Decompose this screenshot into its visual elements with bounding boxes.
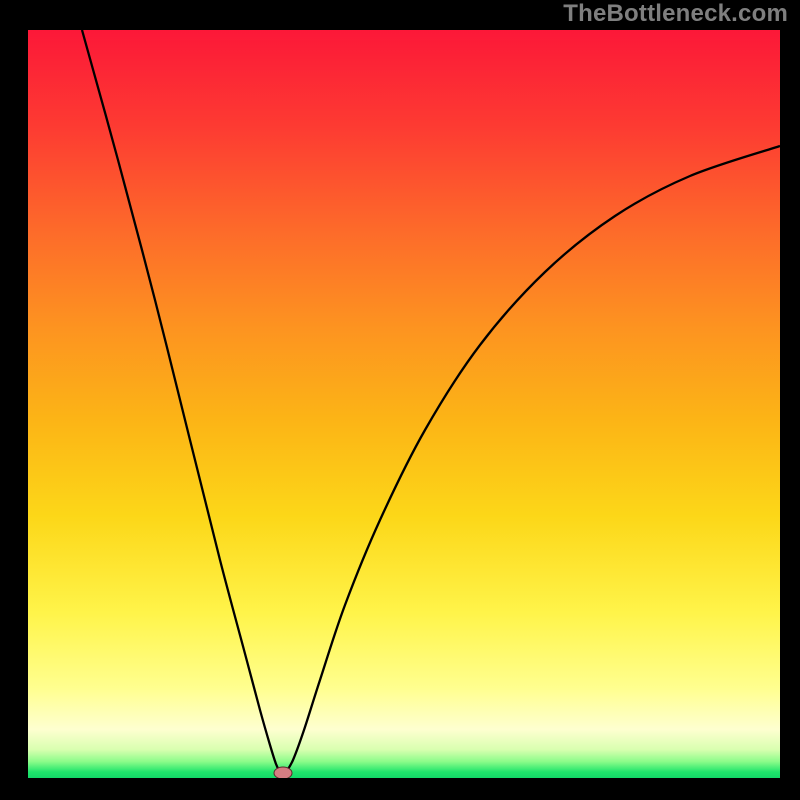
watermark-text: TheBottleneck.com xyxy=(563,0,788,28)
frame-right xyxy=(780,0,800,800)
minimum-marker xyxy=(274,767,292,779)
frame-left xyxy=(0,0,28,800)
bottleneck-chart xyxy=(0,0,800,800)
plot-background xyxy=(28,30,780,778)
frame-bottom xyxy=(0,778,800,800)
